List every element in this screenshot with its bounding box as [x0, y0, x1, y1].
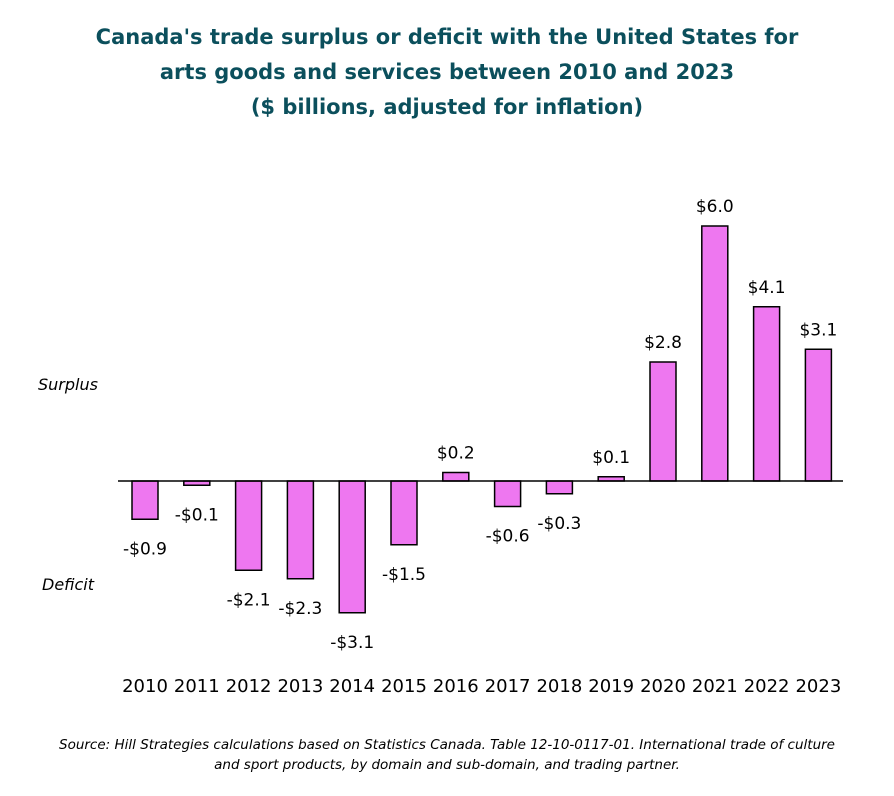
chart-title: Canada's trade surplus or deficit with t… [0, 20, 894, 125]
x-tick-2014: 2014 [329, 676, 375, 697]
x-tick-2023: 2023 [795, 676, 841, 697]
data-label-2011: -$0.1 [175, 505, 219, 525]
x-tick-2015: 2015 [381, 676, 427, 697]
x-tick-2021: 2021 [692, 676, 738, 697]
x-tick-2017: 2017 [485, 676, 531, 697]
data-label-2012: -$2.1 [227, 590, 271, 610]
x-tick-2011: 2011 [174, 676, 220, 697]
bar-2012 [234, 480, 263, 571]
data-label-2016: $0.2 [437, 444, 475, 464]
data-label-2010: -$0.9 [123, 539, 167, 559]
bar-2013 [286, 480, 315, 580]
bars-group [131, 225, 833, 614]
bar-2017 [493, 480, 522, 508]
x-tick-2016: 2016 [433, 676, 479, 697]
x-tick-2020: 2020 [640, 676, 686, 697]
source-line-2: and sport products, by domain and sub-do… [214, 757, 680, 773]
data-label-2022: $4.1 [748, 278, 786, 298]
source-note: Source: Hill Strategies calculations bas… [20, 735, 874, 775]
title-line-3: ($ billions, adjusted for inflation) [250, 95, 644, 119]
bar-chart: -$0.9 -$0.1 -$2.1 -$2.3 -$3.1 -$1.5 $0.2 -$0.6-… [38, 197, 843, 697]
bar-2016 [442, 471, 470, 482]
data-label-2020: $2.8 [644, 333, 682, 353]
x-tick-labels-group: 2010 2011 2012 2013 2014 2015 2016 2017 2018 2019… [122, 676, 841, 697]
data-label-2015: -$1.5 [382, 565, 426, 585]
bar-2010 [131, 480, 159, 520]
data-label-2018: -$0.3 [537, 514, 581, 534]
data-label-2017: -$0.6 [486, 527, 530, 547]
source-line-1: Source: Hill Strategies calculations bas… [59, 737, 835, 753]
bar-2021 [701, 225, 729, 482]
bar-2014 [338, 480, 366, 614]
surplus-label: Surplus [38, 375, 98, 394]
bar-2022 [752, 306, 781, 482]
x-tick-2012: 2012 [226, 676, 272, 697]
x-tick-2010: 2010 [122, 676, 168, 697]
bar-2020 [649, 361, 677, 482]
data-label-2023: $3.1 [799, 320, 837, 340]
bar-2018 [545, 480, 574, 495]
x-tick-2022: 2022 [744, 676, 790, 697]
x-tick-2018: 2018 [536, 676, 582, 697]
data-labels-group: -$0.9 -$0.1 -$2.1 -$2.3 -$3.1 -$1.5 $0.2 -$0.6-… [123, 197, 837, 653]
title-line-2: arts goods and services between 2010 and… [159, 60, 735, 84]
data-label-2013: -$2.3 [278, 599, 322, 619]
x-tick-2019: 2019 [588, 676, 634, 697]
data-label-2019: $0.1 [592, 448, 630, 468]
bar-2023 [804, 348, 833, 482]
x-tick-2013: 2013 [277, 676, 323, 697]
bar-2015 [390, 480, 418, 546]
data-label-2014: -$3.1 [330, 633, 374, 653]
deficit-label: Deficit [42, 575, 95, 594]
title-line-1: Canada's trade surplus or deficit with t… [95, 25, 799, 49]
data-label-2021: $6.0 [696, 197, 734, 217]
